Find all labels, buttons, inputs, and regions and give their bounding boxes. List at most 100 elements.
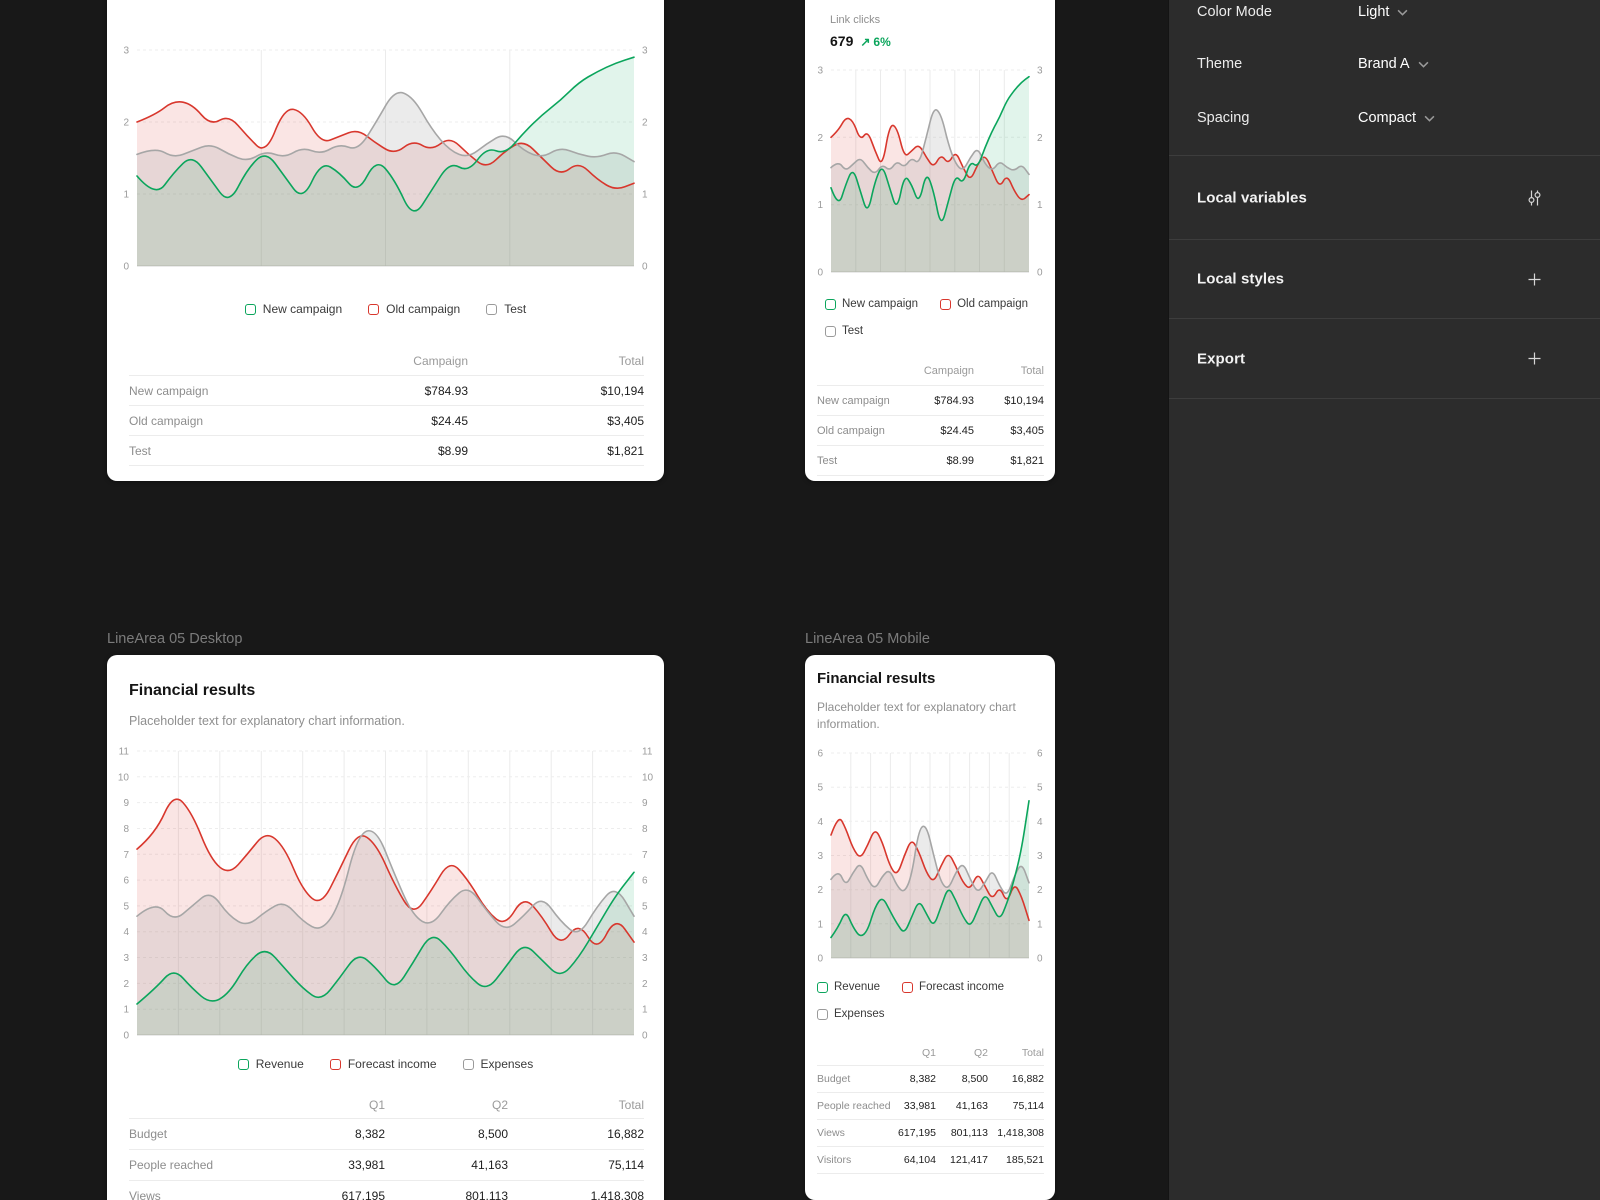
row-label: People reached — [129, 1158, 214, 1172]
svg-text:0: 0 — [123, 1031, 129, 1042]
table-cell: 41,163 — [955, 1100, 988, 1112]
svg-text:3: 3 — [817, 66, 823, 77]
table-header-row: Campaign Total — [129, 346, 644, 376]
table-cell: 33,981 — [903, 1100, 936, 1112]
table-header-cell: Q1 — [368, 1097, 385, 1112]
add-export-button[interactable] — [1524, 349, 1544, 369]
campaign-area-chart-mobile: 0 0 1 1 2 2 3 3 — [811, 60, 1049, 290]
table-cell: $24.45 — [431, 413, 468, 428]
svg-text:2: 2 — [1037, 133, 1043, 144]
financial-card-mobile[interactable]: Financial results Placeholder text for e… — [805, 655, 1055, 1200]
table-cell: $784.93 — [424, 383, 468, 398]
spacing-dropdown[interactable]: Compact — [1358, 110, 1435, 126]
chart-legend: Revenue Forecast income — [817, 981, 1004, 993]
frame-label-linearea-desktop[interactable]: LineArea 05 Desktop — [107, 631, 243, 647]
svg-text:1: 1 — [123, 190, 129, 201]
legend-item-test: Test — [486, 302, 526, 316]
table-cell: 33,981 — [348, 1158, 385, 1172]
svg-text:0: 0 — [1037, 954, 1043, 965]
plus-icon — [1528, 273, 1540, 285]
kpi-label: Link clicks — [830, 14, 881, 26]
svg-text:2: 2 — [123, 118, 129, 129]
svg-text:9: 9 — [642, 798, 648, 809]
row-label: Test — [817, 454, 838, 467]
table-row: New campaign $784.93 $10,194 — [817, 386, 1044, 416]
svg-text:3: 3 — [642, 953, 648, 964]
table-row: New campaign $784.93 $10,194 — [129, 376, 644, 406]
table-cell: 75,114 — [608, 1158, 644, 1172]
table-row: Visitors 64,104 121,417 185,521 — [817, 1147, 1044, 1174]
legend-checkbox-icon — [817, 981, 828, 993]
chevron-down-icon — [1424, 115, 1435, 122]
table-header-row: Campaign Total — [817, 356, 1044, 386]
row-label: Budget — [129, 1127, 168, 1141]
svg-text:4: 4 — [123, 927, 129, 938]
table-header-row: Q1 Q2 Total — [817, 1041, 1044, 1066]
table-cell: $3,405 — [1010, 424, 1044, 437]
panel-divider — [1169, 155, 1600, 156]
svg-text:1: 1 — [642, 1005, 648, 1016]
table-cell: $24.45 — [940, 424, 974, 437]
svg-text:5: 5 — [642, 901, 648, 912]
table-cell: 185,521 — [1006, 1154, 1044, 1166]
color-mode-dropdown[interactable]: Light — [1358, 4, 1408, 20]
svg-text:3: 3 — [642, 46, 648, 57]
legend-item-new-campaign: New campaign — [244, 302, 342, 316]
legend-item-revenue: Revenue — [817, 981, 880, 993]
design-canvas[interactable]: LineArea 05 Desktop LineArea 05 Mobile $… — [0, 0, 1168, 1200]
table-cell: $8.99 — [437, 443, 468, 458]
plus-icon — [1528, 352, 1540, 365]
legend-checkbox-icon — [825, 298, 836, 310]
campaign-table-mobile: Campaign Total New campaign $784.93 $10,… — [817, 356, 1044, 476]
legend-item-old-campaign: Old campaign — [940, 298, 1028, 310]
variables-icon — [1527, 190, 1541, 206]
svg-text:9: 9 — [123, 798, 129, 809]
svg-text:5: 5 — [123, 901, 129, 912]
table-cell: $10,194 — [600, 383, 644, 398]
financial-table-mobile: Q1 Q2 Total Budget 8,382 8,500 16,882 Pe… — [817, 1041, 1044, 1174]
svg-text:10: 10 — [642, 772, 654, 783]
legend-item-test: Test — [825, 325, 863, 337]
property-label: Spacing — [1197, 110, 1250, 126]
table-row: Old campaign $24.45 $3,405 — [129, 406, 644, 436]
add-local-style-button[interactable] — [1524, 269, 1544, 289]
legend-checkbox-icon — [244, 303, 256, 315]
row-label: New campaign — [129, 383, 209, 398]
section-label: Export — [1197, 350, 1246, 367]
table-cell: $8.99 — [946, 454, 974, 467]
row-label: Test — [129, 443, 152, 458]
legend-checkbox-icon — [486, 303, 498, 315]
section-export[interactable]: Export — [1169, 319, 1600, 398]
svg-text:2: 2 — [817, 885, 823, 896]
svg-text:11: 11 — [642, 747, 653, 758]
table-cell: 1,418,308 — [590, 1189, 644, 1200]
svg-text:6: 6 — [642, 876, 648, 887]
row-label: Old campaign — [129, 413, 204, 428]
table-cell: $1,821 — [1010, 454, 1044, 467]
section-local-variables[interactable]: Local variables — [1169, 156, 1600, 239]
row-label: People reached — [817, 1100, 890, 1112]
table-header-cell: Total — [1020, 364, 1044, 377]
table-header-cell: Total — [618, 353, 644, 368]
svg-text:2: 2 — [642, 979, 648, 990]
local-variables-button[interactable] — [1524, 188, 1544, 208]
legend-checkbox-icon — [462, 1058, 474, 1070]
legend-checkbox-icon — [825, 325, 836, 337]
table-cell: $3,405 — [607, 413, 644, 428]
table-cell: $784.93 — [934, 394, 974, 407]
frame-label-linearea-mobile[interactable]: LineArea 05 Mobile — [805, 631, 930, 647]
table-cell: $10,194 — [1004, 394, 1044, 407]
theme-dropdown[interactable]: Brand A — [1358, 56, 1429, 72]
table-header-cell: Campaign — [413, 353, 468, 368]
chevron-down-icon — [1398, 9, 1408, 16]
svg-text:3: 3 — [1037, 851, 1043, 862]
section-local-styles[interactable]: Local styles — [1169, 240, 1600, 318]
table-row: Budget 8,382 8,500 16,882 — [817, 1066, 1044, 1093]
chart-legend-row-2: Expenses — [817, 1008, 885, 1020]
svg-text:1: 1 — [123, 1005, 129, 1016]
campaign-card-mobile[interactable]: Link clicks 679 ↗ 6% 0 0 1 1 2 2 3 3 New campaig… — [805, 0, 1055, 481]
financial-card-desktop[interactable]: Financial results Placeholder text for e… — [107, 655, 664, 1200]
svg-text:3: 3 — [123, 953, 129, 964]
